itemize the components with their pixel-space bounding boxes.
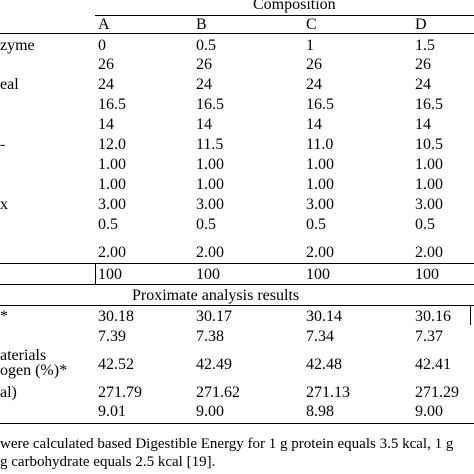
- table-cell: 0.5: [98, 216, 118, 233]
- column-divider: [95, 263, 96, 284]
- right-edge-line: [470, 305, 471, 325]
- table-cell: 0.5: [306, 216, 326, 233]
- row-label: ogen (%)*: [0, 362, 68, 379]
- table-cell: 30.16: [415, 308, 451, 325]
- composition-header: Composition: [253, 0, 336, 13]
- table-cell: 271.62: [196, 384, 240, 401]
- table-cell: 24: [415, 76, 431, 93]
- table-cell: 7.38: [196, 328, 224, 345]
- table-cell: 7.37: [415, 328, 443, 345]
- column-header-c: C: [306, 16, 317, 33]
- header-underline: [95, 15, 474, 16]
- row-label: *: [0, 308, 8, 325]
- table-cell: 3.00: [98, 196, 126, 213]
- table-cell: 9.01: [98, 403, 126, 420]
- table-cell: 3.00: [196, 196, 224, 213]
- table-cell: 14: [415, 116, 431, 133]
- total-cell: 100: [415, 266, 439, 283]
- table-cell: 11.5: [196, 136, 224, 153]
- row-label: x: [0, 196, 8, 213]
- table-cell: 2.00: [196, 244, 224, 261]
- table-cell: 271.29: [415, 384, 459, 401]
- footnote-line-2: g carbohydrate equals 2.5 kcal [19].: [0, 454, 216, 470]
- table-cell: 1.5: [415, 37, 435, 54]
- table-cell: 1.00: [415, 156, 443, 173]
- row-label: eal: [0, 76, 19, 93]
- row-label: al): [0, 384, 17, 401]
- total-bottom-rule: [0, 284, 474, 285]
- table-cell: 42.49: [196, 356, 232, 373]
- table-cell: 26: [196, 56, 212, 73]
- table-cell: 1: [306, 37, 314, 54]
- table-cell: 14: [196, 116, 212, 133]
- table-cell: 12.0: [98, 136, 126, 153]
- total-cell: 100: [98, 266, 122, 283]
- table-cell: 42.52: [98, 356, 134, 373]
- table-cell: 42.41: [415, 356, 451, 373]
- table-cell: 0.5: [196, 216, 216, 233]
- table-cell: 1.00: [306, 176, 334, 193]
- row-label: aterials: [0, 347, 47, 364]
- table-cell: 14: [98, 116, 114, 133]
- column-header-a: A: [98, 16, 110, 33]
- table-cell: 16.5: [196, 96, 224, 113]
- table-cell: 16.5: [306, 96, 334, 113]
- table-cell: 3.00: [415, 196, 443, 213]
- table-cell: 16.5: [415, 96, 443, 113]
- table-cell: 2.00: [98, 244, 126, 261]
- table-cell: 26: [415, 56, 431, 73]
- table-cell: 271.79: [98, 384, 142, 401]
- table-cell: 16.5: [98, 96, 126, 113]
- table-cell: 0.5: [196, 37, 216, 54]
- table-cell: 7.34: [306, 328, 334, 345]
- table-cell: 7.39: [98, 328, 126, 345]
- column-header-d: D: [415, 16, 427, 33]
- total-top-rule: [0, 263, 474, 264]
- table-cell: 26: [98, 56, 114, 73]
- table-cell: 24: [196, 76, 212, 93]
- proximate-underline: [0, 305, 474, 306]
- table-cell: 14: [306, 116, 322, 133]
- table-cell: 1.00: [196, 176, 224, 193]
- table-cell: 0: [98, 37, 106, 54]
- table-cell: 1.00: [98, 156, 126, 173]
- table-cell: 2.00: [306, 244, 334, 261]
- proximate-title: Proximate analysis results: [132, 287, 300, 304]
- table-bottom-rule: [0, 423, 474, 424]
- table-cell: 42.48: [306, 356, 342, 373]
- footnote-line-1: were calculated based Digestible Energy …: [0, 436, 454, 452]
- table-cell: 1.00: [196, 156, 224, 173]
- row-label: -: [0, 136, 6, 153]
- table-cell: 30.14: [306, 308, 342, 325]
- table-cell: 24: [98, 76, 114, 93]
- table-cell: 1.00: [306, 156, 334, 173]
- table-cell: 26: [306, 56, 322, 73]
- table-cell: 30.17: [196, 308, 232, 325]
- table-cell: 0.5: [415, 216, 435, 233]
- table-cell: 8.98: [306, 403, 334, 420]
- row-label: zyme: [0, 37, 35, 54]
- table-cell: 271.13: [306, 384, 350, 401]
- table-cell: 9.00: [415, 403, 443, 420]
- total-cell: 100: [196, 266, 220, 283]
- total-cell: 100: [306, 266, 330, 283]
- table-cell: 2.00: [415, 244, 443, 261]
- table-cell: 24: [306, 76, 322, 93]
- table-cell: 11.0: [306, 136, 334, 153]
- table-cell: 3.00: [306, 196, 334, 213]
- table-cell: 9.00: [196, 403, 224, 420]
- table-cell: 1.00: [98, 176, 126, 193]
- table-cell: 30.18: [98, 308, 134, 325]
- table-cell: 10.5: [415, 136, 443, 153]
- column-header-b: B: [196, 16, 207, 33]
- columns-underline: [0, 33, 474, 34]
- table-cell: 1.00: [415, 176, 443, 193]
